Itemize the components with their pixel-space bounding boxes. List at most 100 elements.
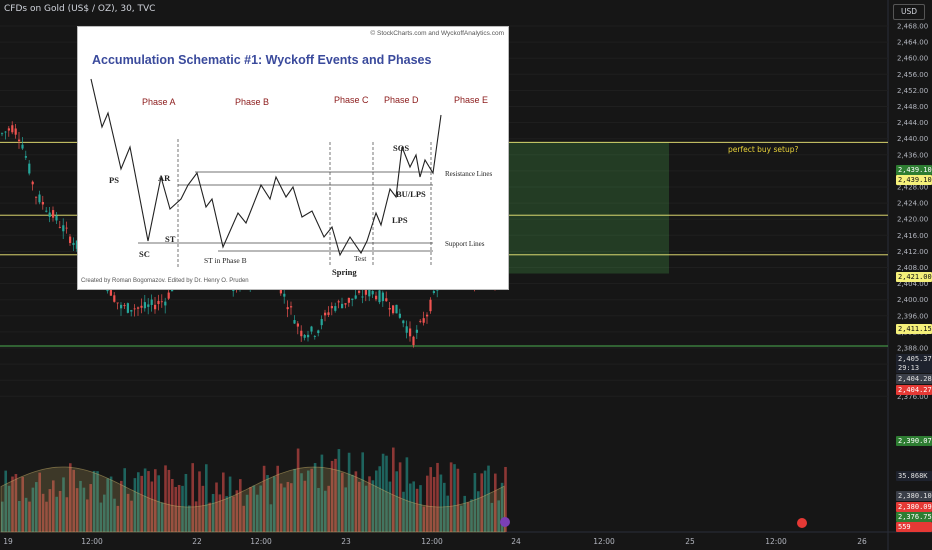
volume-bar — [453, 464, 456, 532]
volume-bar — [487, 465, 490, 532]
volume-bar — [262, 465, 266, 532]
volume-bar — [11, 476, 14, 532]
volume-bar — [150, 481, 154, 532]
candle-body — [347, 297, 350, 303]
x-tick-label: 25 — [685, 537, 695, 546]
volume-bar — [419, 485, 422, 532]
resistance-label: Resistance Lines — [445, 170, 493, 178]
price-label: 2,411.15 — [896, 324, 932, 334]
candle-body — [290, 306, 293, 308]
volume-bar — [307, 470, 310, 532]
candle-body — [28, 163, 31, 174]
candle-body — [52, 210, 55, 218]
candle-body — [327, 312, 330, 315]
volume-bar — [317, 487, 320, 532]
volume-bar — [358, 481, 361, 532]
y-tick-label: 2,416.00 — [897, 232, 928, 240]
candle-body — [432, 291, 435, 293]
volume-bar — [198, 471, 201, 532]
volume-bar — [283, 487, 286, 532]
volume-bar — [232, 496, 235, 532]
candle-body — [293, 320, 296, 324]
price-label: 35.868K — [896, 471, 932, 481]
volume-bar — [58, 490, 62, 532]
volume-bar — [79, 480, 82, 532]
volume-bar — [191, 463, 194, 532]
event-st: ST — [165, 234, 176, 244]
y-tick-label: 2,404.00 — [897, 280, 928, 288]
volume-bar — [31, 487, 35, 532]
volume-bar — [330, 460, 334, 532]
candle-body — [429, 299, 432, 312]
volume-bar — [167, 469, 171, 532]
volume-bar — [96, 471, 99, 532]
volume-bar — [398, 462, 402, 532]
volume-bar — [310, 468, 313, 532]
volume-bar — [466, 502, 470, 532]
volume-bar — [48, 489, 52, 532]
candle-body — [388, 307, 391, 310]
currency-button[interactable]: USD — [893, 4, 925, 20]
volume-bar — [290, 483, 293, 532]
replay-icon — [500, 517, 510, 527]
volume-bar — [463, 495, 466, 532]
volume-bar — [222, 472, 225, 532]
candle-body — [422, 318, 425, 323]
volume-bar — [228, 476, 232, 532]
event-sos: SOS — [393, 143, 410, 153]
price-label: 2,439.10 — [896, 175, 932, 185]
long-position-profit-zone — [501, 142, 669, 274]
volume-bar — [256, 494, 259, 532]
volume-bar — [456, 468, 460, 532]
volume-bar — [439, 474, 443, 532]
candle-body — [4, 131, 7, 133]
candle-body — [35, 196, 38, 198]
volume-bar — [106, 478, 109, 532]
volume-bar — [371, 480, 375, 532]
y-tick-label: 2,436.00 — [897, 151, 928, 159]
annotation-text: perfect buy setup? — [728, 145, 799, 154]
candle-body — [381, 292, 384, 302]
volume-bar — [470, 499, 473, 532]
x-tick-label: 12:00 — [593, 537, 615, 546]
candle-body — [296, 323, 299, 327]
candle-body — [337, 301, 340, 303]
candle-body — [45, 210, 48, 212]
event-sc: SC — [139, 249, 150, 259]
chart-title: CFDs on Gold (US$ / OZ), 30, TVC — [4, 4, 156, 14]
candle-body — [405, 326, 408, 333]
y-tick-label: 2,444.00 — [897, 119, 928, 127]
price-label: 2,404.27 — [896, 385, 932, 395]
volume-bar — [460, 505, 463, 532]
candle-body — [123, 305, 126, 307]
candle-body — [415, 329, 418, 333]
candle-body — [300, 330, 303, 337]
candle-body — [160, 301, 163, 303]
volume-bar — [405, 457, 409, 532]
volume-bar — [497, 500, 500, 532]
candle-body — [303, 334, 306, 338]
volume-bar — [69, 463, 72, 532]
volume-bar — [293, 468, 296, 532]
event-ar: AR — [158, 173, 171, 183]
y-tick-label: 2,408.00 — [897, 264, 928, 272]
volume-bar — [7, 485, 11, 532]
volume-bar — [211, 493, 215, 532]
volume-bar — [432, 476, 436, 532]
volume-bar — [174, 486, 177, 532]
volume-bar — [181, 485, 184, 532]
volume-bar — [337, 449, 341, 532]
candle-body — [65, 227, 68, 229]
candle-body — [368, 288, 371, 297]
volume-bar — [113, 498, 116, 532]
y-tick-label: 2,376.00 — [897, 393, 928, 401]
volume-bar — [28, 501, 31, 532]
candle-body — [154, 304, 157, 310]
y-tick-label: 2,440.00 — [897, 135, 928, 143]
event-lps: LPS — [392, 215, 408, 225]
candle-body — [7, 128, 10, 131]
y-tick-label: 2,424.00 — [897, 200, 928, 208]
candle-body — [150, 299, 153, 305]
volume-bar — [276, 465, 279, 532]
candle-body — [164, 301, 167, 306]
